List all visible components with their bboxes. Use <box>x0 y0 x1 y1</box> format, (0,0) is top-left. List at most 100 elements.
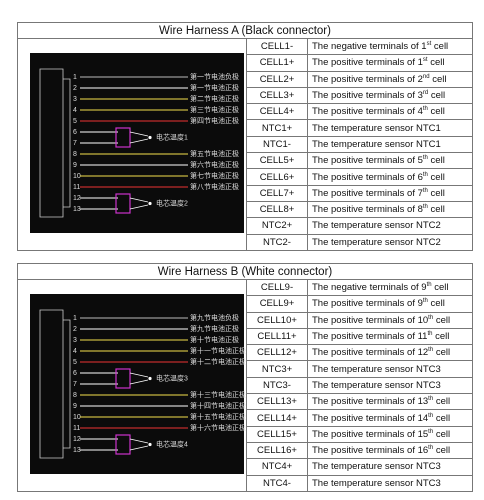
pin-name: CELL2+ <box>246 70 308 88</box>
wire-label: 第十四节电池正极 <box>190 401 246 410</box>
pin-number: 1 <box>73 74 77 81</box>
pin-row: CELL4+ The positive terminals of 4th cell <box>18 103 473 121</box>
pin-row: NTC2+ The temperature sensor NTC2 <box>18 217 473 235</box>
ordinal-suffix: th <box>428 396 434 403</box>
description-text: cell <box>433 412 451 424</box>
wire-label: 电芯温度3 <box>156 373 188 382</box>
pin-name: NTC3+ <box>246 360 308 378</box>
ordinal-suffix: th <box>422 106 428 113</box>
wire-label: 第十二节电池正极 <box>190 357 246 366</box>
pin-name: CELL11+ <box>246 327 308 346</box>
ordinal-suffix: th <box>426 281 432 288</box>
pin-description: The negative terminals of 9th cell <box>306 278 474 297</box>
description-text: cell <box>433 396 451 408</box>
pin-description: The positive terminals of 4th cell <box>307 103 473 121</box>
pin-row: NTC1+ The temperature sensor NTC1 <box>18 119 473 137</box>
ordinal-suffix: st <box>426 40 432 47</box>
pin-name: CELL12+ <box>246 344 308 362</box>
pin-name: CELL9- <box>246 278 308 297</box>
wiring-diagram: 12345678910111213第一节电池负极第一节电池正极第二节电池正极第三… <box>30 53 244 233</box>
pin-row: NTC4- The temperature sensor NTC3 <box>18 474 474 493</box>
description-text: The temperature sensor NTC1 <box>312 138 441 150</box>
wire-label: 第十一节电池正极 <box>190 346 246 355</box>
pin-description: The positive terminals of 15th cell <box>306 425 474 443</box>
description-text: cell <box>427 106 445 118</box>
description-text: cell <box>433 428 451 440</box>
pin-number: 3 <box>73 96 77 103</box>
description-text: The temperature sensor NTC3 <box>312 477 441 489</box>
sensor-box <box>115 368 131 389</box>
sensor-box <box>115 434 131 455</box>
description-text: The temperature sensor NTC2 <box>312 236 441 248</box>
description-text: The temperature sensor NTC3 <box>312 379 441 391</box>
description-text: cell <box>433 347 451 359</box>
pin-row: CELL8+ The positive terminals of 8th cell <box>18 200 473 219</box>
pin-name: NTC3- <box>246 376 308 395</box>
ordinal-suffix: th <box>422 171 428 178</box>
pin-row: CELL11+ The positive terminals of 11th ce… <box>18 327 474 346</box>
pin-description: The positive terminals of 10th cell <box>306 311 474 329</box>
pin-description: The positive terminals of 14th cell <box>306 409 474 427</box>
sensor-tip <box>148 201 152 206</box>
description-text: cell <box>427 204 445 216</box>
pin-number: 7 <box>73 381 77 388</box>
pin-name: CELL9+ <box>246 295 308 313</box>
title-row: Wire Harness B (White connector) <box>16 263 474 280</box>
diagram-cell: 1 2 3 4 5 6 7 8 9 10 11 12 13 第一节电池负极 第一节电池正极 第二节电池正极 第三… <box>17 38 247 251</box>
pin-description: The positive terminals of 3rd cell <box>307 86 473 105</box>
description-text: cell <box>427 155 445 167</box>
pin-number: 4 <box>73 348 77 355</box>
harness-table: Wire Harness B (White connector) 1 2 3 4 5 6 7 8… <box>16 263 474 493</box>
description-text: The positive terminals of 7 <box>312 187 423 199</box>
pin-name: NTC4+ <box>246 458 308 476</box>
diagram-background <box>30 53 244 233</box>
description-text: cell <box>428 90 446 102</box>
pin-description: The positive terminals of 9th cell <box>306 295 474 313</box>
pin-name: CELL14+ <box>246 409 308 427</box>
pin-description: The temperature sensor NTC3 <box>306 360 474 378</box>
wire-label: 第二节电池正极 <box>190 94 239 103</box>
wire-label: 电芯温度4 <box>156 439 188 448</box>
pin-row: CELL1+ The positive terminals of 1st cell <box>18 54 473 72</box>
description-text: cell <box>427 187 445 199</box>
wire-label: 第四节电池正极 <box>190 116 239 125</box>
pin-row: 1 2 3 4 5 6 7 8 9 10 11 12 13 第九节电池负极 第九节电池正极 第十节电池正极 第十… <box>17 278 474 492</box>
sensor-box <box>115 127 131 148</box>
pin-description: The positive terminals of 13th cell <box>306 393 474 411</box>
pin-row: CELL16+ The positive terminals of 16th ce… <box>18 441 474 460</box>
pin-row: NTC4+ The temperature sensor NTC3 <box>18 458 474 476</box>
pin-row: NTC2- The temperature sensor NTC2 <box>18 233 473 252</box>
pin-row: NTC1- The temperature sensor NTC1 <box>18 135 473 154</box>
ordinal-suffix: th <box>428 412 434 419</box>
pin-name: NTC4- <box>246 474 308 493</box>
wire-label: 第六节电池正极 <box>190 160 239 169</box>
pin-name: NTC1+ <box>246 119 308 137</box>
pin-description: The temperature sensor NTC1 <box>307 135 473 154</box>
wire-label: 第十六节电池正极 <box>190 423 246 432</box>
pin-description: The temperature sensor NTC2 <box>307 217 473 235</box>
sensor-tip <box>148 442 152 447</box>
description-text: The temperature sensor NTC2 <box>312 220 441 232</box>
description-text: cell <box>432 331 450 343</box>
sensor-lead <box>129 131 149 144</box>
pin-description: The positive terminals of 2nd cell <box>307 70 473 88</box>
pin-description: The positive terminals of 16th cell <box>306 441 474 460</box>
pin-number: 13 <box>73 206 81 213</box>
pin-number: 11 <box>73 184 80 191</box>
pin-name: NTC2- <box>246 233 308 252</box>
description-text: The positive terminals of 4 <box>312 106 423 118</box>
pin-name: CELL1- <box>246 37 308 56</box>
wire-label: 第五节电池正极 <box>190 149 239 158</box>
wire-label: 第一节电池正极 <box>190 83 239 92</box>
pin-description: The positive terminals of 11th cell <box>306 327 474 346</box>
pin-description: The positive terminals of 7th cell <box>307 184 473 202</box>
description-text: cell <box>427 57 445 69</box>
wire-label: 电芯温度1 <box>156 132 188 141</box>
pin-number: 11 <box>73 425 80 432</box>
wire-label: 第九节电池负极 <box>190 313 239 322</box>
description-text: cell <box>433 314 451 326</box>
pin-description: The temperature sensor NTC3 <box>306 474 474 493</box>
pin-number: 10 <box>73 414 81 421</box>
description-text: The positive terminals of 13 <box>312 396 429 408</box>
